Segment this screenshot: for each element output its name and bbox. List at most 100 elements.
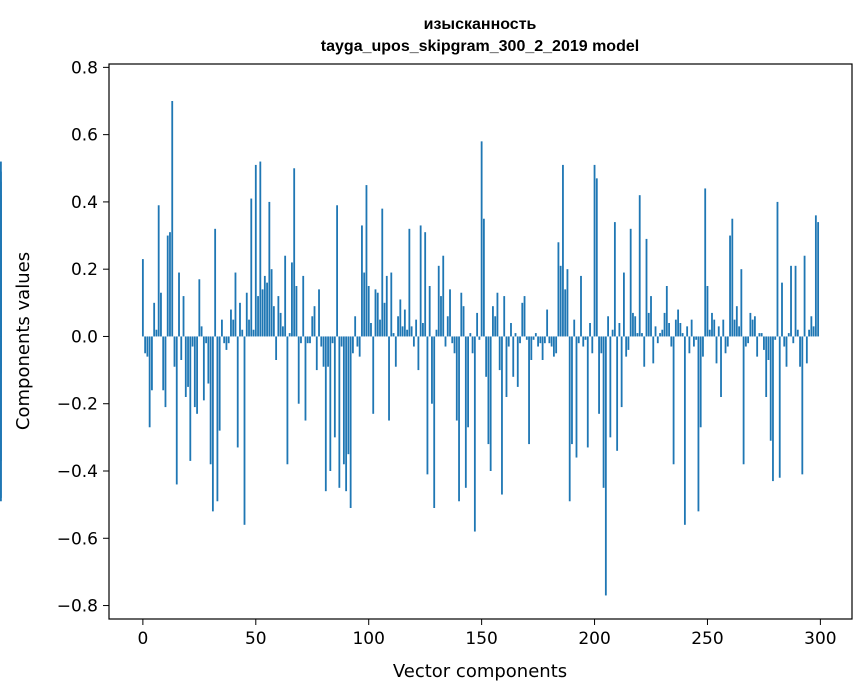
bar-130 <box>435 329 438 337</box>
bar-13 <box>171 101 174 337</box>
bar-103 <box>374 289 377 337</box>
bar-109 <box>388 336 390 421</box>
bar-79 <box>320 336 323 347</box>
bar-172 <box>530 336 533 360</box>
bar-233 <box>668 323 670 337</box>
bar-112 <box>394 336 397 367</box>
bar-0 <box>141 259 144 337</box>
bar-33 <box>216 336 219 502</box>
bar-192 <box>575 336 578 458</box>
bar-218 <box>634 316 637 337</box>
y-tick-label: −0.2 <box>57 395 98 415</box>
bar-123 <box>419 225 422 337</box>
bar-194 <box>580 275 582 337</box>
bar-254 <box>715 336 718 364</box>
bar-269 <box>749 312 752 337</box>
bar-132 <box>440 296 442 337</box>
bar-54 <box>263 275 266 337</box>
bar-44 <box>241 329 244 337</box>
bar-105 <box>379 319 381 337</box>
bar-119 <box>410 326 413 337</box>
bar-212 <box>620 336 623 408</box>
bars-group <box>0 101 820 596</box>
bar-229 <box>659 333 661 337</box>
bar-155 <box>492 306 494 337</box>
bar-108 <box>385 275 388 337</box>
bar-106 <box>381 208 384 337</box>
bar-273 <box>758 333 761 337</box>
bar-110 <box>390 272 393 337</box>
bar-288 <box>792 336 795 344</box>
bar-125 <box>424 232 427 337</box>
bar-211 <box>618 323 621 337</box>
bar-26 <box>200 326 203 337</box>
bar-74 <box>309 336 311 344</box>
chart-title-line2: tayga_upos_skipgram_300_2_2019 model <box>321 38 639 55</box>
bar-31 <box>211 336 214 512</box>
bar-63 <box>284 255 287 337</box>
bar-16 <box>178 272 180 337</box>
bar-245 <box>695 336 698 340</box>
bar-118 <box>408 228 411 337</box>
bar-77 <box>315 336 318 371</box>
bar-262 <box>733 319 736 337</box>
bar-247 <box>699 336 702 428</box>
bar-188 <box>566 269 569 337</box>
bar-232 <box>665 286 668 337</box>
bar-76 <box>313 306 316 337</box>
bar-256 <box>720 336 722 397</box>
bar-89 <box>342 336 345 465</box>
bar-223 <box>645 238 648 337</box>
bar-40 <box>232 319 235 337</box>
x-tick-label: 250 <box>691 629 723 649</box>
bar-61 <box>279 312 282 337</box>
bar-85 <box>333 336 336 438</box>
bar-20 <box>187 336 189 387</box>
bar-25 <box>198 279 201 337</box>
x-axis-label: Vector components <box>393 661 567 682</box>
y-tick-label: −0.8 <box>57 597 98 617</box>
bar-3 <box>148 336 151 428</box>
bar-36 <box>223 336 226 344</box>
bar-294 <box>805 336 808 364</box>
bar-277 <box>767 336 770 360</box>
bar-133 <box>442 255 445 337</box>
bar-279 <box>772 336 774 482</box>
bar-170 <box>525 336 528 340</box>
bar-274 <box>760 333 763 337</box>
bar-216 <box>629 228 632 337</box>
bar-231 <box>663 312 666 337</box>
bar-124 <box>422 323 424 337</box>
bar-191 <box>573 319 576 337</box>
bar-140 <box>458 336 460 502</box>
x-tick-label: 0 <box>137 629 148 649</box>
bar-207 <box>609 336 612 438</box>
bar-238 <box>679 323 682 337</box>
bar-72 <box>304 336 307 421</box>
bar-284 <box>783 336 786 347</box>
bar-undefined <box>0 336 2 374</box>
y-axis-label: Components values <box>13 252 34 430</box>
bar-41 <box>234 272 237 337</box>
bar-58 <box>272 306 275 337</box>
bar-215 <box>627 336 630 350</box>
bar-83 <box>329 336 332 471</box>
bar-122 <box>417 336 420 371</box>
bar-159 <box>501 336 503 495</box>
bar-263 <box>735 306 738 337</box>
bar-296 <box>810 316 813 337</box>
bar-57 <box>270 269 273 337</box>
bar-95 <box>356 336 359 347</box>
bar-176 <box>539 336 542 344</box>
bar-141 <box>460 292 463 337</box>
bar-193 <box>577 336 580 344</box>
bar-260 <box>729 235 731 337</box>
bar-246 <box>697 336 700 512</box>
bar-104 <box>376 292 379 337</box>
bar-165 <box>514 333 517 337</box>
bar-266 <box>742 336 745 465</box>
bar-71 <box>302 275 305 337</box>
bar-255 <box>717 326 720 337</box>
bar-227 <box>654 326 657 337</box>
bar-196 <box>584 336 587 340</box>
